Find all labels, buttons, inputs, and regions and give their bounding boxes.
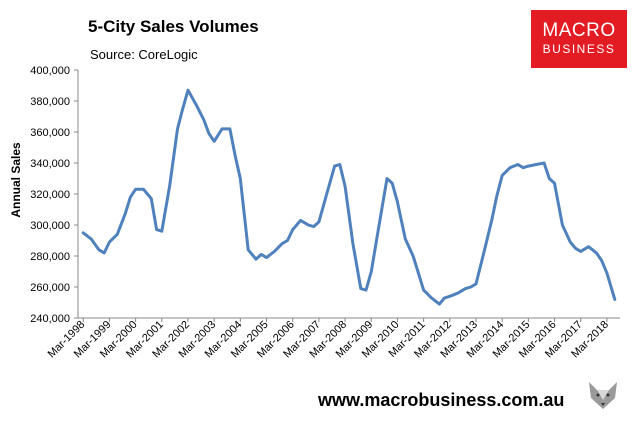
macrobusiness-logo: MACRO BUSINESS [531, 10, 627, 68]
logo-line-2: BUSINESS [542, 42, 616, 56]
x-axis: Mar-1998Mar-1999Mar-2000Mar-2001Mar-2002… [46, 317, 620, 360]
fox-mascot-icon [589, 382, 617, 409]
logo-line-1: MACRO [542, 20, 616, 41]
y-tick-label: 340,000 [30, 158, 70, 170]
y-tick-label: 260,000 [30, 282, 70, 294]
y-tick-label: 280,000 [30, 251, 70, 263]
y-tick-label: 320,000 [30, 189, 70, 201]
y-tick-label: 240,000 [30, 313, 70, 325]
y-tick-label: 300,000 [30, 220, 70, 232]
plot-area [81, 88, 617, 306]
y-axis: 240,000 260,000 280,000 300,000 320,000 340,0… [30, 65, 79, 325]
series-line [81, 88, 617, 306]
y-tick-label: 360,000 [30, 127, 70, 139]
y-tick-label: 400,000 [30, 65, 70, 77]
chart-source: Source: CoreLogic [90, 47, 198, 62]
y-axis-title: Annual Sales [9, 142, 23, 218]
chart-title: 5-City Sales Volumes [88, 17, 259, 36]
y-tick-label: 380,000 [30, 96, 70, 108]
website-url: www.macrobusiness.com.au [318, 390, 565, 410]
